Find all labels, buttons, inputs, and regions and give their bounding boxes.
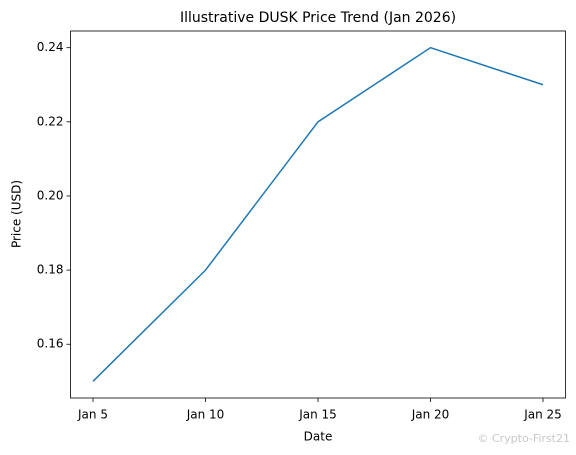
x-tick-label: Jan 15 (298, 408, 337, 422)
line-series (92, 46, 544, 382)
y-axis-label: Price (USD) (10, 180, 24, 248)
y-tick-label: 0.16 (37, 337, 64, 351)
y-tick-label: 0.24 (37, 40, 64, 54)
x-tick-label: Jan 5 (77, 408, 108, 422)
x-tick-label: Jan 25 (523, 408, 562, 422)
x-tick-label: Jan 20 (411, 408, 450, 422)
y-tick-label: 0.18 (37, 263, 64, 277)
y-tick-label: 0.22 (37, 114, 64, 128)
y-tick-label: 0.20 (37, 188, 64, 202)
plot-frame (70, 30, 566, 399)
x-axis-label: Date (304, 430, 333, 444)
chart-title: Illustrative DUSK Price Trend (Jan 2026) (180, 10, 456, 26)
x-tick-label: Jan 10 (186, 408, 225, 422)
watermark: © Crypto-First21 (477, 432, 570, 445)
